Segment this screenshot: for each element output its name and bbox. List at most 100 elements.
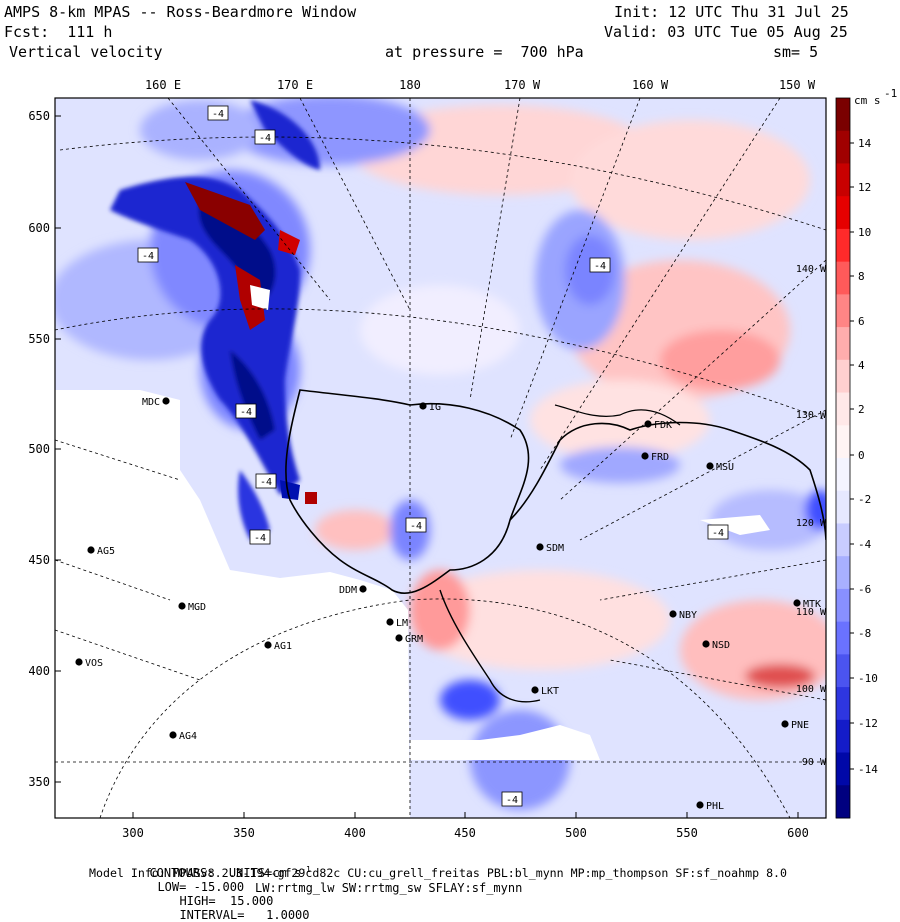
colorbar-swatch bbox=[836, 719, 850, 754]
contour-label-box bbox=[235, 403, 257, 419]
colorbar-swatch bbox=[836, 327, 850, 361]
colorbar-frame bbox=[835, 97, 851, 819]
station-marker bbox=[669, 610, 677, 618]
station-marker bbox=[75, 658, 83, 666]
model-info: Model Info: MPASv8.2.3-194-gf29cd82c CU:… bbox=[89, 866, 788, 880]
station-label: NSD bbox=[712, 640, 730, 651]
station-label: PHL bbox=[706, 801, 724, 812]
map-title: AMPS 8-km MPAS -- Ross-Beardmore Window bbox=[4, 3, 357, 21]
colorbar: cm s-1 14 12 10 8 6 4 2 0 -2 -4 -6 -8 -10 -12 -14 bbox=[835, 87, 897, 819]
contour-label-box bbox=[255, 473, 277, 489]
colorbar-swatch bbox=[836, 228, 850, 263]
contour-label: -4 bbox=[594, 261, 606, 272]
station-markers: MDC AG5 MGD VOS AG1 AG4 DDM GRM SDM FDK FRD MSU NBY N… bbox=[75, 397, 821, 812]
colorbar-label: -4 bbox=[858, 538, 872, 551]
right-lon-label: 90 W bbox=[802, 757, 827, 768]
x-axis-label: 450 bbox=[454, 826, 476, 840]
x-axis-label: 300 bbox=[122, 826, 144, 840]
station-label: MDC bbox=[142, 397, 160, 408]
top-lon-label: 170 W bbox=[504, 78, 541, 92]
forecast-hour: Fcst: 111 h bbox=[4, 23, 113, 41]
station-label: AG4 bbox=[179, 731, 197, 742]
contour-label-box bbox=[137, 247, 159, 263]
station-label: PNE bbox=[791, 720, 809, 731]
station-marker bbox=[162, 397, 170, 405]
contour-label-box bbox=[405, 517, 427, 533]
right-lon-label: 130 W bbox=[796, 410, 827, 421]
contour-label: -4 bbox=[212, 109, 224, 120]
colorbar-label: -8 bbox=[858, 627, 871, 640]
colorbar-swatch bbox=[836, 196, 850, 230]
y-axis-label: 600 bbox=[28, 221, 50, 235]
colorbar-swatch bbox=[836, 130, 850, 164]
colorbar-label: -10 bbox=[858, 672, 878, 685]
colorbar-label: -6 bbox=[858, 583, 871, 596]
colorbar-swatch bbox=[836, 294, 850, 328]
top-lon-label: 160 E bbox=[145, 78, 181, 92]
station-label: LM bbox=[396, 618, 408, 629]
station-label: MSU bbox=[716, 462, 734, 473]
station-marker bbox=[641, 452, 649, 460]
colorbar-label: 4 bbox=[858, 359, 865, 372]
x-axis-label: 550 bbox=[676, 826, 698, 840]
contour-label-box bbox=[501, 791, 523, 807]
contour-label: -4 bbox=[240, 407, 252, 418]
colorbar-swatch bbox=[836, 785, 850, 819]
right-lon-label: 120 W bbox=[796, 518, 827, 529]
axis-ticks: 160 E 170 E 180 170 W 160 W 150 W 650 600 550 500… bbox=[28, 78, 827, 840]
contour-labels: -4 -4 -4 -4 -4 -4 -4 -4 -4 -4 bbox=[137, 105, 729, 807]
colorbar-label: 6 bbox=[858, 315, 865, 328]
contour-high: HIGH= 15.000 bbox=[179, 894, 274, 908]
x-axis-label: 350 bbox=[233, 826, 255, 840]
station-label: AG5 bbox=[97, 546, 115, 557]
colorbar-swatch bbox=[836, 490, 850, 524]
station-label: MTK bbox=[803, 599, 821, 610]
station-label: DDM bbox=[339, 585, 357, 596]
top-lon-label: 150 W bbox=[779, 78, 816, 92]
plot-frame bbox=[54, 97, 827, 819]
y-axis-label: 550 bbox=[28, 332, 50, 346]
smoothing-label: sm= 5 bbox=[773, 43, 819, 61]
colorbar-swatch bbox=[836, 359, 850, 394]
station-marker bbox=[178, 602, 186, 610]
top-lon-label: 170 E bbox=[277, 78, 313, 92]
contour-label: -4 bbox=[259, 133, 271, 144]
station-marker bbox=[386, 618, 394, 626]
contour-label: -4 bbox=[254, 533, 266, 544]
station-label: VOS bbox=[85, 658, 103, 669]
station-marker bbox=[536, 543, 544, 551]
colorbar-swatch bbox=[836, 621, 850, 655]
contour-label-box bbox=[249, 529, 271, 545]
station-marker bbox=[644, 420, 652, 428]
colorbar-label: 14 bbox=[858, 137, 872, 150]
station-label: FDK bbox=[654, 420, 672, 431]
contour-label: -4 bbox=[506, 795, 518, 806]
valid-time: Valid: 03 UTC Tue 05 Aug 25 bbox=[604, 23, 848, 41]
pressure-level: at pressure = 700 hPa bbox=[385, 43, 584, 61]
station-marker bbox=[169, 731, 177, 739]
station-marker bbox=[793, 599, 801, 607]
top-lon-label: 180 bbox=[399, 78, 421, 92]
field-name: Vertical velocity bbox=[9, 43, 163, 61]
contour-label: -4 bbox=[410, 521, 422, 532]
station-label: NBY bbox=[679, 610, 697, 621]
colorbar-label: 10 bbox=[858, 226, 871, 239]
station-label: FRD bbox=[651, 452, 669, 463]
right-lon-label: 140 W bbox=[796, 264, 827, 275]
station-marker bbox=[395, 634, 403, 642]
contour-label: -4 bbox=[260, 477, 272, 488]
y-axis-label: 650 bbox=[28, 109, 50, 123]
y-axis-label: 450 bbox=[28, 553, 50, 567]
contour-label-box bbox=[207, 105, 229, 121]
x-axis-label: 400 bbox=[344, 826, 366, 840]
contour-units-exp: -1 bbox=[301, 865, 311, 874]
colorbar-swatch bbox=[836, 98, 850, 132]
physics-info: LW:rrtmg_lw SW:rrtmg_sw SFLAY:sf_mynn bbox=[255, 881, 523, 895]
station-label: LKT bbox=[541, 686, 559, 697]
map-canvas: -4 -4 -4 -4 -4 -4 -4 -4 -4 -4 MDC AG5 MGD VOS AG1 AG4 D… bbox=[28, 78, 897, 840]
station-marker bbox=[87, 546, 95, 554]
station-marker bbox=[419, 402, 427, 410]
contour-label-box bbox=[589, 257, 611, 273]
station-marker bbox=[706, 462, 714, 470]
colorbar-label: 12 bbox=[858, 181, 871, 194]
